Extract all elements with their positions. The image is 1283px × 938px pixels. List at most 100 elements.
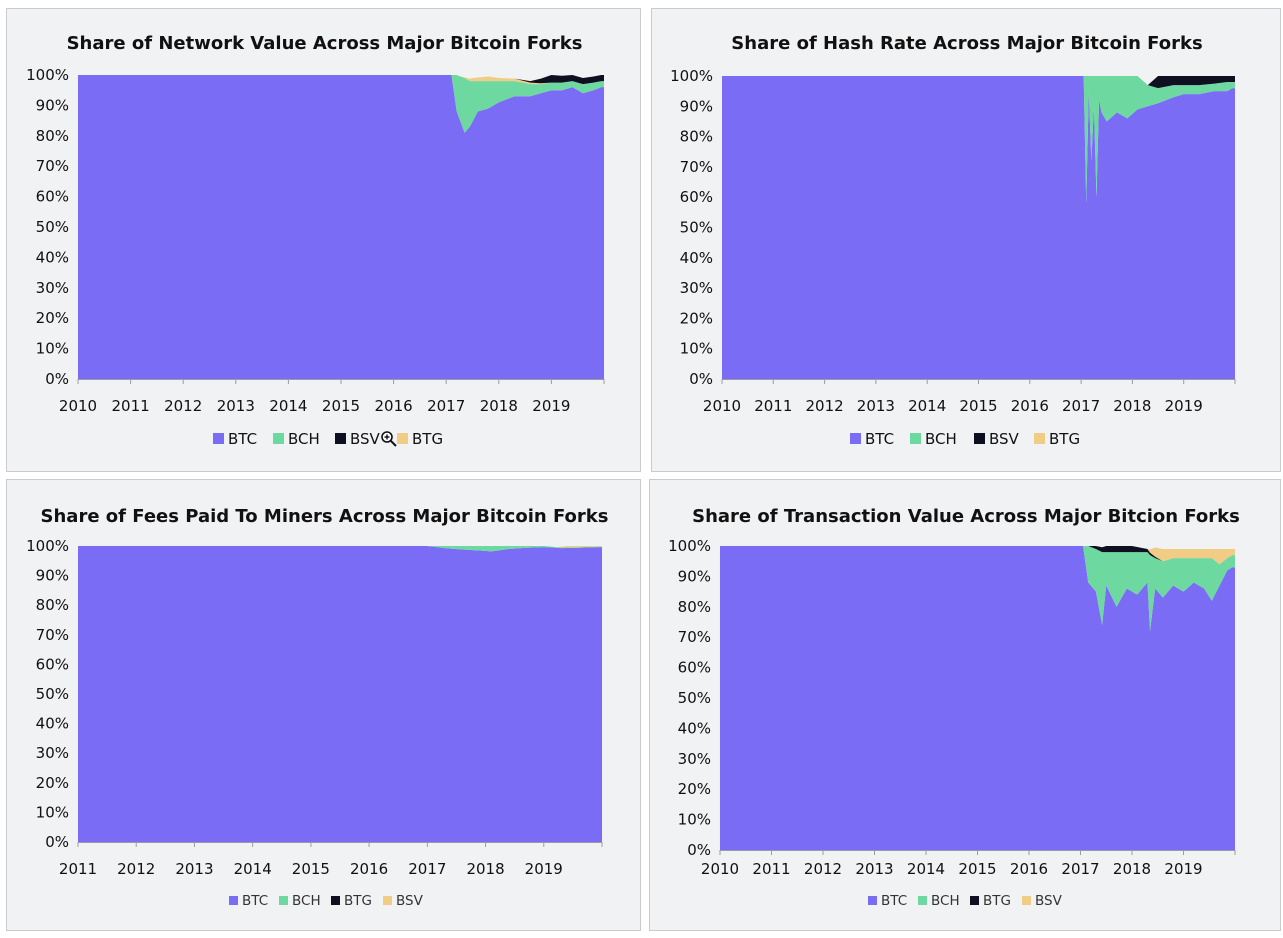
x-tick-label: 2015 bbox=[958, 860, 996, 878]
legend-label-bch: BCH bbox=[931, 893, 960, 909]
y-tick-label: 10% bbox=[36, 803, 69, 821]
y-tick-label: 30% bbox=[678, 750, 711, 768]
x-tick-label: 2016 bbox=[1010, 860, 1048, 878]
chart-title: Share of Transaction Value Across Major … bbox=[692, 506, 1240, 527]
x-tick-label: 2018 bbox=[1113, 397, 1151, 415]
y-tick-label: 50% bbox=[678, 689, 711, 707]
x-tick-label: 2015 bbox=[292, 860, 330, 878]
legend-label-bch: BCH bbox=[292, 893, 321, 909]
x-tick-label: 2017 bbox=[1061, 860, 1099, 878]
chart-title: Share of Fees Paid To Miners Across Majo… bbox=[41, 506, 609, 527]
x-tick-label: 2016 bbox=[1011, 397, 1049, 415]
y-tick-label: 70% bbox=[36, 157, 69, 175]
y-tick-label: 100% bbox=[668, 537, 711, 555]
y-tick-label: 40% bbox=[36, 248, 69, 266]
area-series-btc bbox=[722, 76, 1235, 379]
y-tick-label: 20% bbox=[36, 774, 69, 792]
y-tick-label: 100% bbox=[670, 67, 713, 85]
x-tick-label: 2010 bbox=[701, 860, 739, 878]
y-tick-label: 40% bbox=[36, 715, 69, 733]
chart-panel-fees-paid: Share of Fees Paid To Miners Across Majo… bbox=[6, 479, 641, 931]
x-tick-label: 2010 bbox=[59, 397, 97, 415]
area-series-bch bbox=[720, 546, 1235, 632]
x-tick-label: 2012 bbox=[804, 860, 842, 878]
x-tick-label: 2012 bbox=[806, 397, 844, 415]
chart-svg: Share of Transaction Value Across Major … bbox=[668, 506, 1240, 909]
area-series-btg bbox=[78, 75, 604, 85]
x-tick-label: 2014 bbox=[269, 397, 307, 415]
legend-label-bch: BCH bbox=[288, 430, 320, 448]
x-tick-label: 2010 bbox=[703, 397, 741, 415]
y-tick-label: 70% bbox=[680, 158, 713, 176]
y-tick-label: 60% bbox=[36, 655, 69, 673]
y-tick-label: 0% bbox=[689, 370, 713, 388]
legend-swatch-bch bbox=[918, 896, 927, 905]
area-series-btc bbox=[720, 546, 1235, 850]
x-tick-label: 2017 bbox=[408, 860, 446, 878]
legend-label-bch: BCH bbox=[925, 430, 957, 448]
x-tick-label: 2011 bbox=[754, 397, 792, 415]
y-tick-label: 30% bbox=[680, 279, 713, 297]
area-series-btc bbox=[78, 75, 604, 379]
legend-swatch-btg bbox=[397, 433, 408, 444]
x-tick-label: 2013 bbox=[857, 397, 895, 415]
legend-label-btg: BTG bbox=[412, 430, 443, 448]
chart-panel-network-value: Share of Network Value Across Major Bitc… bbox=[6, 8, 641, 472]
legend-label-btg: BTG bbox=[983, 893, 1011, 909]
x-tick-label: 2019 bbox=[1164, 860, 1202, 878]
legend-label-btc: BTC bbox=[865, 430, 894, 448]
legend-label-bsv: BSV bbox=[350, 430, 381, 448]
x-tick-label: 2014 bbox=[907, 860, 945, 878]
legend-label-btc: BTC bbox=[242, 893, 268, 909]
x-tick-label: 2013 bbox=[217, 397, 255, 415]
y-tick-label: 70% bbox=[678, 628, 711, 646]
legend-swatch-btc bbox=[229, 896, 238, 905]
y-tick-label: 0% bbox=[687, 841, 711, 859]
area-series-bch bbox=[78, 75, 604, 133]
x-tick-label: 2011 bbox=[59, 860, 97, 878]
y-tick-label: 80% bbox=[680, 128, 713, 146]
zoom-cursor-icon bbox=[381, 431, 397, 447]
y-tick-label: 50% bbox=[36, 218, 69, 236]
area-series-bch bbox=[722, 76, 1235, 204]
y-tick-label: 20% bbox=[680, 309, 713, 327]
x-tick-label: 2016 bbox=[350, 860, 388, 878]
area-series-bch bbox=[78, 546, 602, 552]
y-tick-label: 50% bbox=[36, 685, 69, 703]
x-tick-label: 2015 bbox=[322, 397, 360, 415]
x-tick-label: 2017 bbox=[427, 397, 465, 415]
y-tick-label: 10% bbox=[678, 811, 711, 829]
y-tick-label: 90% bbox=[680, 97, 713, 115]
legend-swatch-btg bbox=[970, 896, 979, 905]
y-tick-label: 0% bbox=[45, 833, 69, 851]
legend-swatch-bsv bbox=[1022, 896, 1031, 905]
legend-swatch-bch bbox=[273, 433, 284, 444]
x-tick-label: 2016 bbox=[375, 397, 413, 415]
legend-label-btc: BTC bbox=[881, 893, 907, 909]
legend-swatch-bsv bbox=[383, 896, 392, 905]
y-tick-label: 40% bbox=[678, 719, 711, 737]
x-tick-label: 2019 bbox=[525, 860, 563, 878]
y-tick-label: 60% bbox=[678, 659, 711, 677]
y-tick-label: 10% bbox=[36, 340, 69, 358]
y-tick-label: 90% bbox=[678, 567, 711, 585]
legend-swatch-bsv bbox=[974, 433, 985, 444]
y-tick-label: 100% bbox=[26, 537, 69, 555]
y-tick-label: 100% bbox=[26, 66, 69, 84]
y-tick-label: 20% bbox=[36, 309, 69, 327]
area-series-bsv bbox=[722, 76, 1235, 89]
legend-swatch-bch bbox=[910, 433, 921, 444]
y-tick-label: 60% bbox=[36, 188, 69, 206]
x-tick-label: 2018 bbox=[480, 397, 518, 415]
y-tick-label: 10% bbox=[680, 340, 713, 358]
y-tick-label: 80% bbox=[678, 598, 711, 616]
legend-label-btg: BTG bbox=[344, 893, 372, 909]
chart-svg: Share of Fees Paid To Miners Across Majo… bbox=[26, 506, 609, 909]
x-tick-label: 2014 bbox=[908, 397, 946, 415]
legend-swatch-btg bbox=[331, 896, 340, 905]
x-tick-label: 2014 bbox=[234, 860, 272, 878]
chart-panel-hash-rate: Share of Hash Rate Across Major Bitcoin … bbox=[651, 8, 1281, 472]
y-tick-label: 20% bbox=[678, 780, 711, 798]
chart-svg: Share of Hash Rate Across Major Bitcoin … bbox=[670, 33, 1236, 448]
y-tick-label: 90% bbox=[36, 567, 69, 585]
